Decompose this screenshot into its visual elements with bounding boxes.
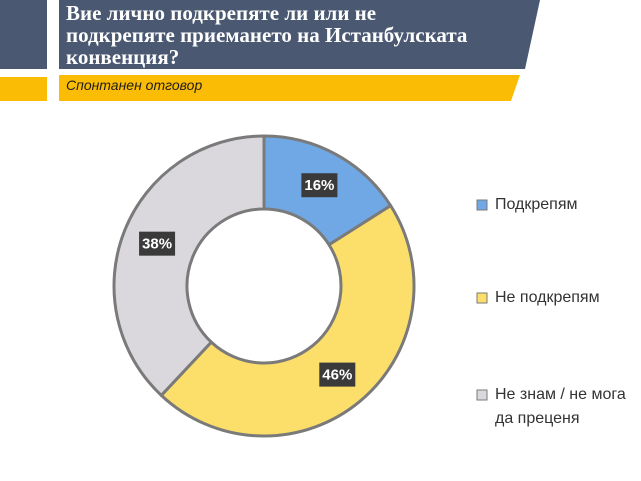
- legend-marker-1: [476, 199, 488, 211]
- title-bar: [59, 0, 540, 69]
- data-label-2: 46%: [322, 367, 352, 384]
- legend-label-1: Подкрепям: [495, 196, 578, 213]
- data-labels: 16% 46% 38%: [139, 173, 356, 387]
- donut-slices: [112, 134, 416, 438]
- data-label-box-3: [139, 231, 176, 256]
- donut-chart: 16% 46% 38% Подкрепям Не подкрепям Не знам /…: [112, 134, 626, 438]
- data-label-box-1: [301, 173, 338, 198]
- subtitle-bar: [59, 75, 520, 101]
- legend-label-3-line-2: да преценя: [495, 410, 580, 427]
- legend-marker-3: [476, 389, 488, 401]
- donut-slice-3: [112, 134, 266, 397]
- legend: Подкрепям Не подкрепям Не знам / не мога да…: [476, 196, 626, 427]
- left-dark-block: [0, 0, 47, 69]
- data-label-1: 16%: [304, 177, 334, 194]
- chart-subtitle: Спонтанен отговор: [66, 77, 203, 93]
- data-label-3: 38%: [142, 236, 172, 253]
- left-accent-block: [0, 77, 47, 101]
- data-label-box-2: [319, 362, 356, 387]
- legend-label-3-line-1: Не знам / не мога: [495, 386, 626, 403]
- legend-marker-2: [476, 292, 488, 304]
- legend-label-2: Не подкрепям: [495, 289, 600, 306]
- chart-title: Вие лично подкрепяте ли или не подкрепят…: [66, 1, 468, 69]
- header-banner: [0, 0, 540, 101]
